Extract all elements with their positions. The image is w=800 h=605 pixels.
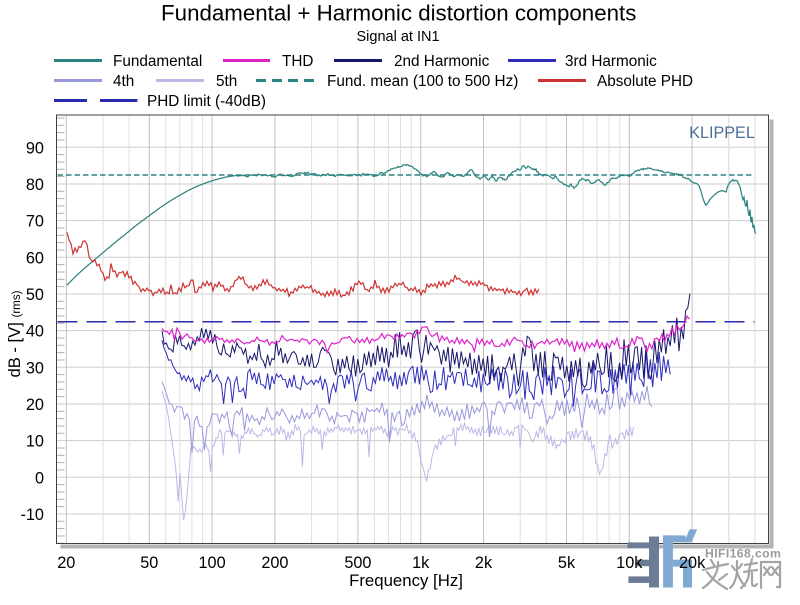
svg-text:Fundamental + Harmonic distort: Fundamental + Harmonic distortion compon… [161,1,636,26]
svg-text:HIFI168.com: HIFI168.com [705,546,781,560]
svg-text:5k: 5k [558,554,576,572]
svg-text:2k: 2k [475,554,493,572]
svg-text:20k: 20k [679,554,706,572]
svg-text:Frequency [Hz]: Frequency [Hz] [349,571,463,590]
svg-text:2nd Harmonic: 2nd Harmonic [394,53,490,70]
svg-text:60: 60 [26,249,44,267]
svg-text:500: 500 [344,554,371,572]
svg-text:Absolute PHD: Absolute PHD [597,73,693,90]
svg-text:20: 20 [57,554,75,572]
svg-text:4th: 4th [113,73,134,90]
svg-text:5th: 5th [216,73,237,90]
svg-text:0: 0 [35,469,44,487]
svg-text:40: 40 [26,323,44,341]
svg-text:10: 10 [26,433,44,451]
svg-text:10k: 10k [616,554,643,572]
svg-text:Fundamental: Fundamental [113,53,202,70]
svg-text:100: 100 [199,554,226,572]
svg-text:20: 20 [26,396,44,414]
svg-text:dB - [V] (rms): dB - [V] (rms) [5,290,24,377]
svg-text:80: 80 [26,176,44,194]
svg-text:Signal at IN1: Signal at IN1 [356,29,439,45]
svg-text:50: 50 [140,554,158,572]
svg-text:PHD limit (-40dB): PHD limit (-40dB) [147,93,266,110]
svg-text:70: 70 [26,213,44,231]
svg-text:KLIPPEL: KLIPPEL [689,124,755,142]
svg-text:-10: -10 [20,506,44,524]
svg-text:Fund. mean (100 to 500 Hz): Fund. mean (100 to 500 Hz) [327,73,518,90]
svg-text:30: 30 [26,359,44,377]
svg-text:1k: 1k [412,554,430,572]
svg-text:90: 90 [26,139,44,157]
svg-text:THD: THD [282,53,313,70]
svg-text:3rd Harmonic: 3rd Harmonic [565,53,657,70]
svg-text:50: 50 [26,286,44,304]
svg-text:200: 200 [261,554,288,572]
